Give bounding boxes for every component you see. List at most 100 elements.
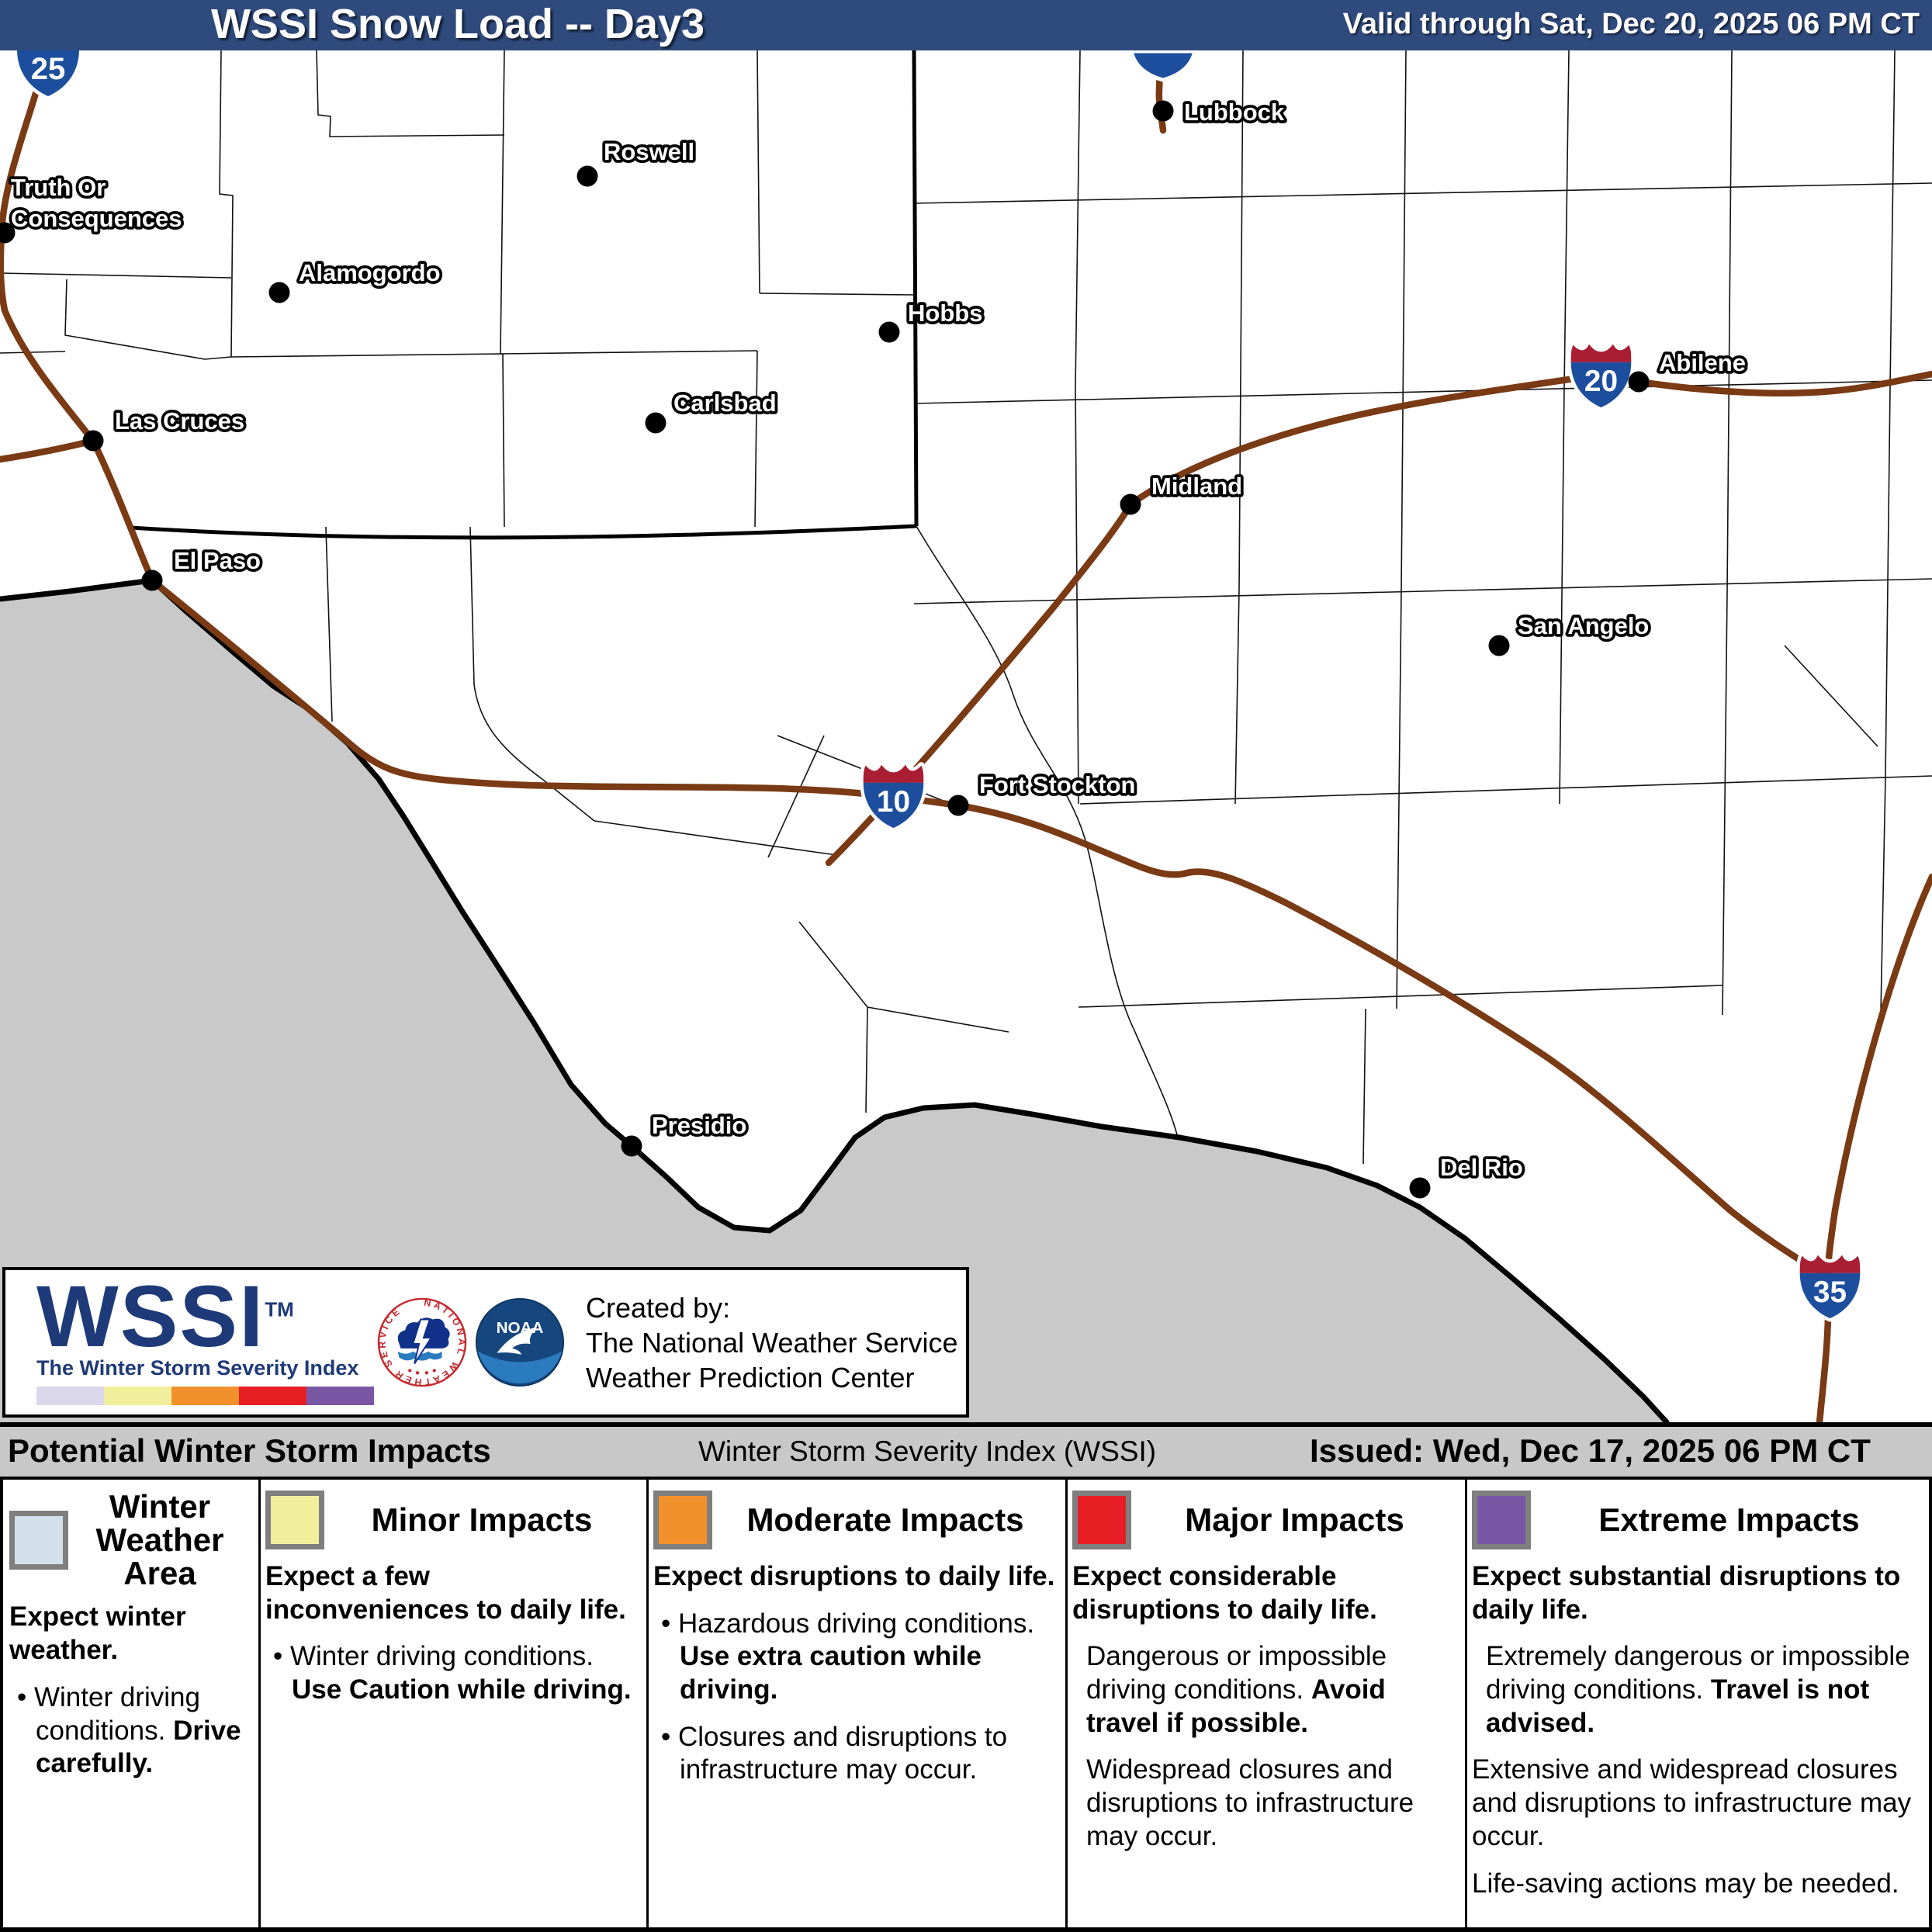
legend-paragraph: Expect substantial disruptions to daily … <box>1472 1561 1901 1625</box>
legend-body: Expect disruptions to daily life. Hazardo… <box>653 1560 1058 1787</box>
city-label: Hobbs <box>908 299 982 327</box>
severity-strip-cell <box>104 1387 171 1406</box>
city-presidio: Presidio <box>621 1109 750 1157</box>
trademark: TM <box>265 1297 294 1321</box>
legend-body: Expect a few inconveniences to daily lif… <box>265 1560 639 1707</box>
county-boundary <box>1722 592 1728 1016</box>
highway-I-20 <box>825 370 1932 867</box>
legend-title: Moderate Impacts <box>746 1501 1024 1538</box>
legend-divider <box>1465 1480 1467 1932</box>
county-boundary <box>913 578 1932 604</box>
state-boundary <box>912 50 919 527</box>
county-boundary <box>1563 50 1570 389</box>
highway-I-25 <box>0 50 97 445</box>
county-boundary <box>469 526 595 822</box>
created-by-block: Created by: The National Weather Service… <box>586 1290 958 1395</box>
county-boundary <box>316 50 505 137</box>
county-boundary <box>594 820 837 856</box>
legend-title: Extreme Impacts <box>1598 1501 1860 1538</box>
impacts-bar-left: Potential Winter Storm Impacts <box>8 1432 491 1469</box>
city-dot <box>268 282 290 303</box>
city-label: Roswell <box>604 138 694 165</box>
legend-title: Major Impacts <box>1185 1501 1404 1538</box>
created-by-line: The National Weather Service <box>586 1326 958 1359</box>
severity-strip-cell <box>306 1387 374 1406</box>
county-boundary <box>1396 590 1402 1009</box>
county-boundary <box>913 379 1932 404</box>
legend-title: Winter Weather Area <box>95 1488 224 1591</box>
created-by-line: Weather Prediction Center <box>586 1361 915 1394</box>
county-boundary <box>754 350 758 528</box>
interstate-shield-partial-I-27-icon <box>1129 50 1197 82</box>
svg-text:35: 35 <box>1813 1276 1847 1309</box>
legend-body: Expect substantial disruptions to daily … <box>1472 1560 1927 1900</box>
county-boundary <box>916 525 1179 1138</box>
city-dot <box>576 165 598 187</box>
county-boundary <box>230 353 504 358</box>
legend-paragraph: Expect considerable disruptions to daily… <box>1072 1561 1377 1625</box>
county-boundary <box>325 526 333 722</box>
city-dot <box>1120 493 1141 515</box>
title-bar: WSSI Snow Load -- Day3 Valid through Sat… <box>0 0 1932 50</box>
city-dot <box>947 795 969 816</box>
severity-strip-cell <box>36 1387 104 1406</box>
county-boundary <box>1726 50 1733 594</box>
noaa-seal-icon: NOAA <box>475 1297 565 1387</box>
city-label: Del Rio <box>1440 1154 1523 1181</box>
interstate-shield-35-icon: 35 <box>1796 1252 1864 1322</box>
valid-through-text: Valid through Sat, Dec 20, 2025 06 PM CT <box>1342 8 1920 40</box>
city-label: Fort Stockton <box>979 771 1136 798</box>
city-label: Carlsbad <box>673 390 777 417</box>
legend-paragraph: Expect winter weather. <box>9 1601 186 1666</box>
legend-swatch <box>265 1491 324 1549</box>
city-label: Abilene <box>1659 349 1746 376</box>
legend-paragraph: Hazardous driving conditions. Use extra … <box>653 1608 1058 1707</box>
county-boundary <box>1075 50 1081 389</box>
county-boundary <box>1559 387 1565 805</box>
city-truth-or-consequences: Truth Or Consequences <box>0 171 185 244</box>
city-label: Consequences <box>11 205 182 232</box>
city-san-angelo: San Angelo <box>1488 609 1652 656</box>
city-dot <box>82 430 104 452</box>
county-boundary <box>0 272 232 279</box>
legend-column-moderateimpacts: Moderate Impacts Expect disruptions to da… <box>647 1480 1066 1932</box>
state-boundary <box>130 524 917 540</box>
logo-box: WSSITM The Winter Storm Severity Index N… <box>2 1267 969 1418</box>
city-dot <box>141 570 163 591</box>
city-alamogordo: Alamogordo <box>268 256 443 303</box>
legend-paragraph: Winter driving conditions. Use Caution w… <box>265 1640 639 1706</box>
city-fort-stockton: Fort Stockton <box>947 768 1138 816</box>
city-midland: Midland <box>1120 469 1245 515</box>
legend-paragraph: Expect a few inconveniences to daily lif… <box>265 1561 626 1625</box>
legend-paragraph: Expect disruptions to daily life. <box>653 1561 1055 1591</box>
city-las-cruces: Las Cruces <box>82 404 248 452</box>
severity-strip-cell <box>171 1387 239 1406</box>
svg-text:25: 25 <box>31 52 66 86</box>
county-boundary <box>1238 50 1244 590</box>
city-dot <box>1409 1177 1431 1199</box>
issued-text: Issued: Wed, Dec 17, 2025 06 PM CT <box>1310 1432 1871 1469</box>
city-label: El Paso <box>174 547 261 574</box>
city-dot <box>0 222 16 244</box>
nws-seal-icon: NATIONAL WEATHER SERVICE <box>377 1297 467 1388</box>
legend-column-extremeimpacts: Extreme Impacts Expect substantial disrup… <box>1466 1480 1932 1932</box>
city-label: Las Cruces <box>115 407 244 435</box>
city-label: Presidio <box>652 1112 746 1139</box>
city-dot <box>621 1135 642 1157</box>
legend-swatch <box>1072 1491 1131 1549</box>
county-boundary <box>64 279 232 360</box>
county-boundary <box>1784 645 1878 747</box>
city-carlsbad: Carlsbad <box>645 386 779 434</box>
legend-column-majorimpacts: Major Impacts Expect considerable disrupt… <box>1066 1480 1466 1932</box>
severity-strip-cell <box>239 1387 306 1406</box>
legend-paragraph: Dangerous or impossible driving conditio… <box>1086 1641 1387 1738</box>
highway-I-10 <box>148 576 1826 1276</box>
svg-text:10: 10 <box>877 785 910 819</box>
county-boundary <box>1885 387 1891 778</box>
city-label: San Angelo <box>1518 612 1649 639</box>
city-dot <box>878 321 900 343</box>
legend-paragraph: Extensive and widespread closures and di… <box>1472 1754 1912 1851</box>
mexico-region <box>0 580 1667 1422</box>
